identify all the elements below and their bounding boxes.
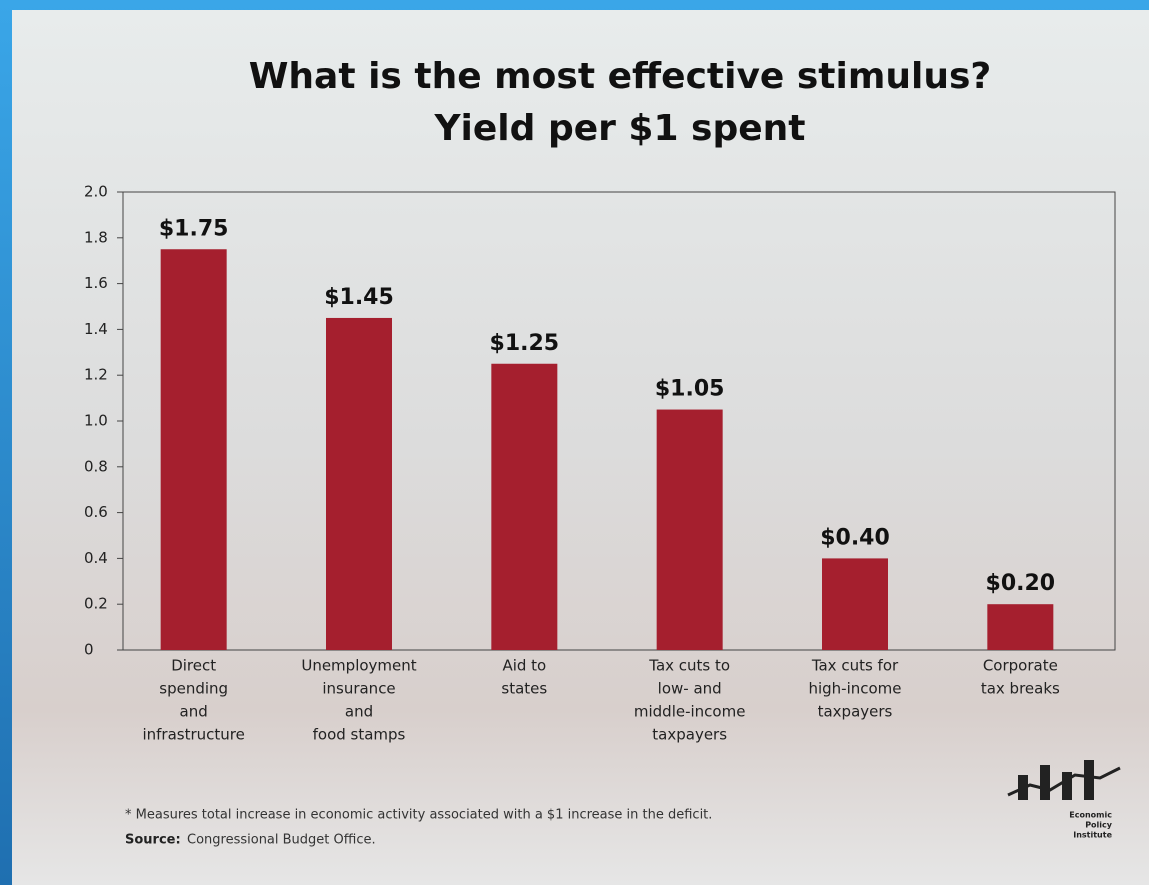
x-tick-label: low- and: [658, 680, 722, 698]
x-tick-label: taxpayers: [818, 703, 893, 721]
value-label: $1.05: [655, 377, 725, 402]
y-tick-label: 0.6: [84, 503, 108, 521]
bar: [987, 604, 1054, 650]
footnote: * Measures total increase in economic ac…: [125, 808, 712, 823]
x-tick-label: Corporate: [983, 657, 1058, 675]
y-tick-label: 1.4: [84, 320, 108, 338]
y-tick-label: 1.8: [84, 228, 108, 246]
source: Congressional Budget Office.: [187, 833, 376, 848]
y-tick-label: 0: [84, 641, 94, 659]
y-tick-label: 2.0: [84, 183, 108, 201]
bar: [160, 249, 227, 650]
x-tick-label: Tax cuts for: [811, 657, 899, 675]
x-tick-label: states: [501, 680, 547, 698]
x-tick-label: Tax cuts to: [648, 657, 730, 675]
x-tick-label: spending: [159, 680, 228, 698]
x-tick-label: infrastructure: [142, 726, 244, 744]
chart-title: Yield per $1 spent: [433, 108, 805, 149]
value-label: $1.45: [324, 285, 394, 310]
y-tick-label: 1.2: [84, 366, 108, 384]
x-tick-label: high-income: [808, 680, 901, 698]
logo-text: Institute: [1073, 831, 1112, 840]
x-tick-label: Unemployment: [301, 657, 416, 675]
bar: [326, 317, 392, 650]
bar: [491, 363, 558, 650]
x-tick-label: insurance: [322, 680, 395, 698]
logo-text: Economic: [1069, 811, 1112, 820]
y-tick-label: 0.4: [84, 549, 108, 567]
y-tick-label: 1.0: [84, 412, 108, 430]
x-tick-label: food stamps: [313, 726, 406, 744]
x-tick-label: Aid to: [502, 657, 546, 675]
y-tick-label: 0.8: [84, 457, 108, 475]
x-tick-label: middle-income: [634, 703, 746, 721]
value-label: $1.25: [490, 331, 560, 356]
x-tick-label: and: [345, 703, 373, 721]
chart-title: What is the most effective stimulus?: [249, 56, 992, 97]
value-label: $1.75: [159, 216, 229, 241]
x-tick-label: Direct: [171, 657, 216, 675]
x-tick-label: and: [180, 703, 208, 721]
bar: [822, 558, 888, 650]
logo-text: Policy: [1085, 821, 1113, 830]
value-label: $0.40: [820, 525, 890, 550]
value-label: $0.20: [986, 571, 1056, 596]
x-tick-label: taxpayers: [652, 726, 727, 744]
y-tick-label: 0.2: [84, 595, 108, 613]
bar: [656, 409, 723, 650]
source-label: Source:: [125, 833, 181, 848]
y-tick-label: 1.6: [84, 274, 108, 292]
x-tick-label: tax breaks: [981, 680, 1060, 698]
logo: [1007, 760, 1121, 800]
